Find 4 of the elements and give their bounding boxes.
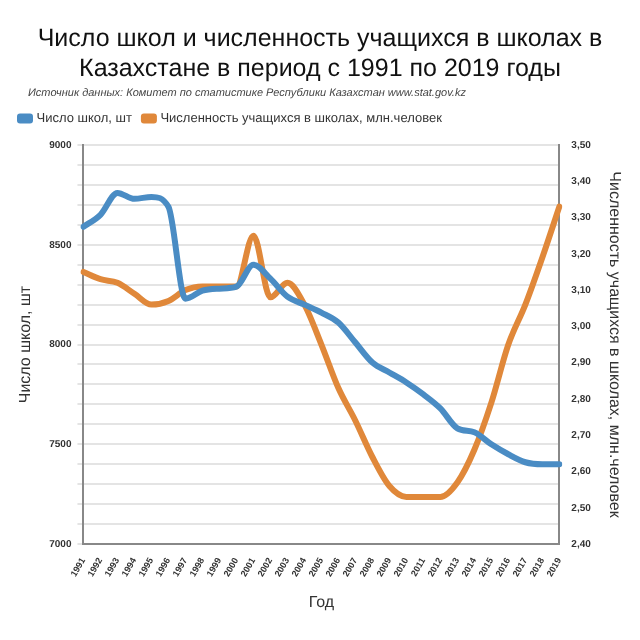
y-axis-title: Число школ, шт	[16, 285, 35, 404]
y2-axis-title: Численность учащихся в школах, млн.человек	[605, 171, 624, 519]
chart-title: Число школ и численность учащихся в школах в Казахстане в период с 1991 по 2019 годы	[35, 22, 605, 84]
x-axis-title: Год	[308, 592, 335, 611]
